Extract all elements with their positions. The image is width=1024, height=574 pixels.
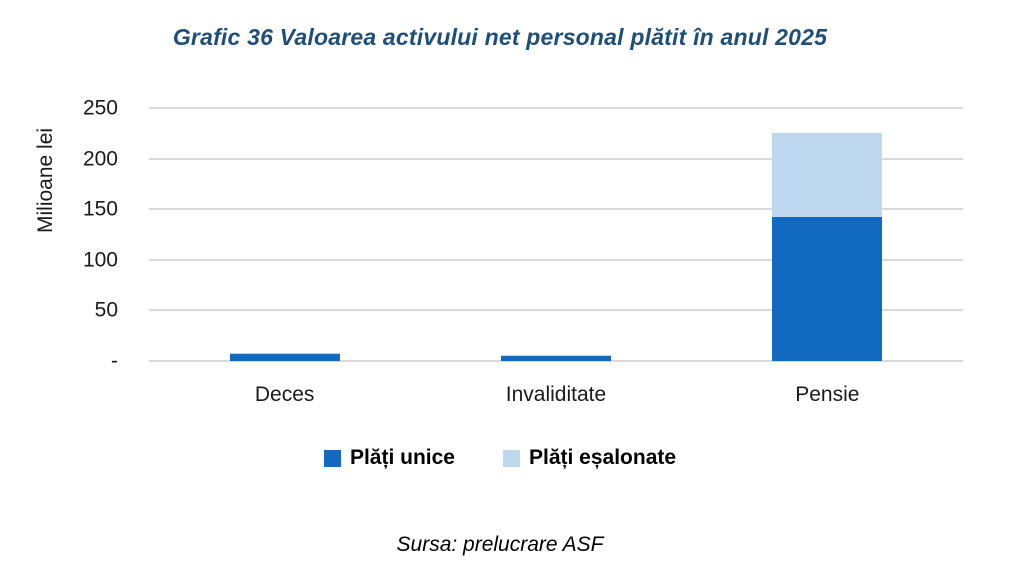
bar-segment xyxy=(229,353,340,361)
bar-segment xyxy=(229,352,340,354)
legend-item: Plăți unice xyxy=(323,446,455,470)
y-tick-label: - xyxy=(111,349,118,373)
gridline xyxy=(149,309,963,312)
source-note: Sursa: prelucrare ASF xyxy=(396,533,604,556)
gridline xyxy=(149,107,963,109)
bar-stack xyxy=(772,108,883,361)
legend-item: Plăți eșalonate xyxy=(502,446,677,470)
y-tick-label: 250 xyxy=(82,96,118,120)
legend: Plăți unice Plăți eșalonate xyxy=(0,446,1000,470)
bar-segment xyxy=(772,133,883,218)
y-tick-label: 50 xyxy=(94,298,118,322)
gridline xyxy=(149,258,963,261)
legend-swatch xyxy=(323,449,341,467)
bar-segment xyxy=(772,217,883,361)
legend-label: Plăți unice xyxy=(349,446,455,469)
legend-swatch xyxy=(502,449,520,467)
legend-label: Plăți eșalonate xyxy=(528,446,677,469)
x-category-label: Deces xyxy=(254,383,315,406)
bar-stack xyxy=(501,108,611,361)
gridline xyxy=(149,157,963,160)
y-tick-label: 150 xyxy=(82,197,118,221)
bar-segment xyxy=(501,354,611,356)
bar-segment xyxy=(501,355,611,361)
y-tick-label: 100 xyxy=(82,248,118,272)
y-axis-ticks: - 50 100 150 200 250 xyxy=(0,98,118,372)
chart-title: Grafic 36 Valoarea activului net persona… xyxy=(172,24,828,50)
gridline xyxy=(149,360,963,362)
bar-stack xyxy=(229,108,340,361)
y-tick-label: 200 xyxy=(82,147,118,171)
gridline xyxy=(149,208,963,211)
plot-area xyxy=(149,107,963,362)
x-category-label: Invaliditate xyxy=(505,383,607,406)
x-category-label: Pensie xyxy=(795,383,860,406)
x-axis-labels: Deces Invaliditate Pensie xyxy=(149,383,963,407)
